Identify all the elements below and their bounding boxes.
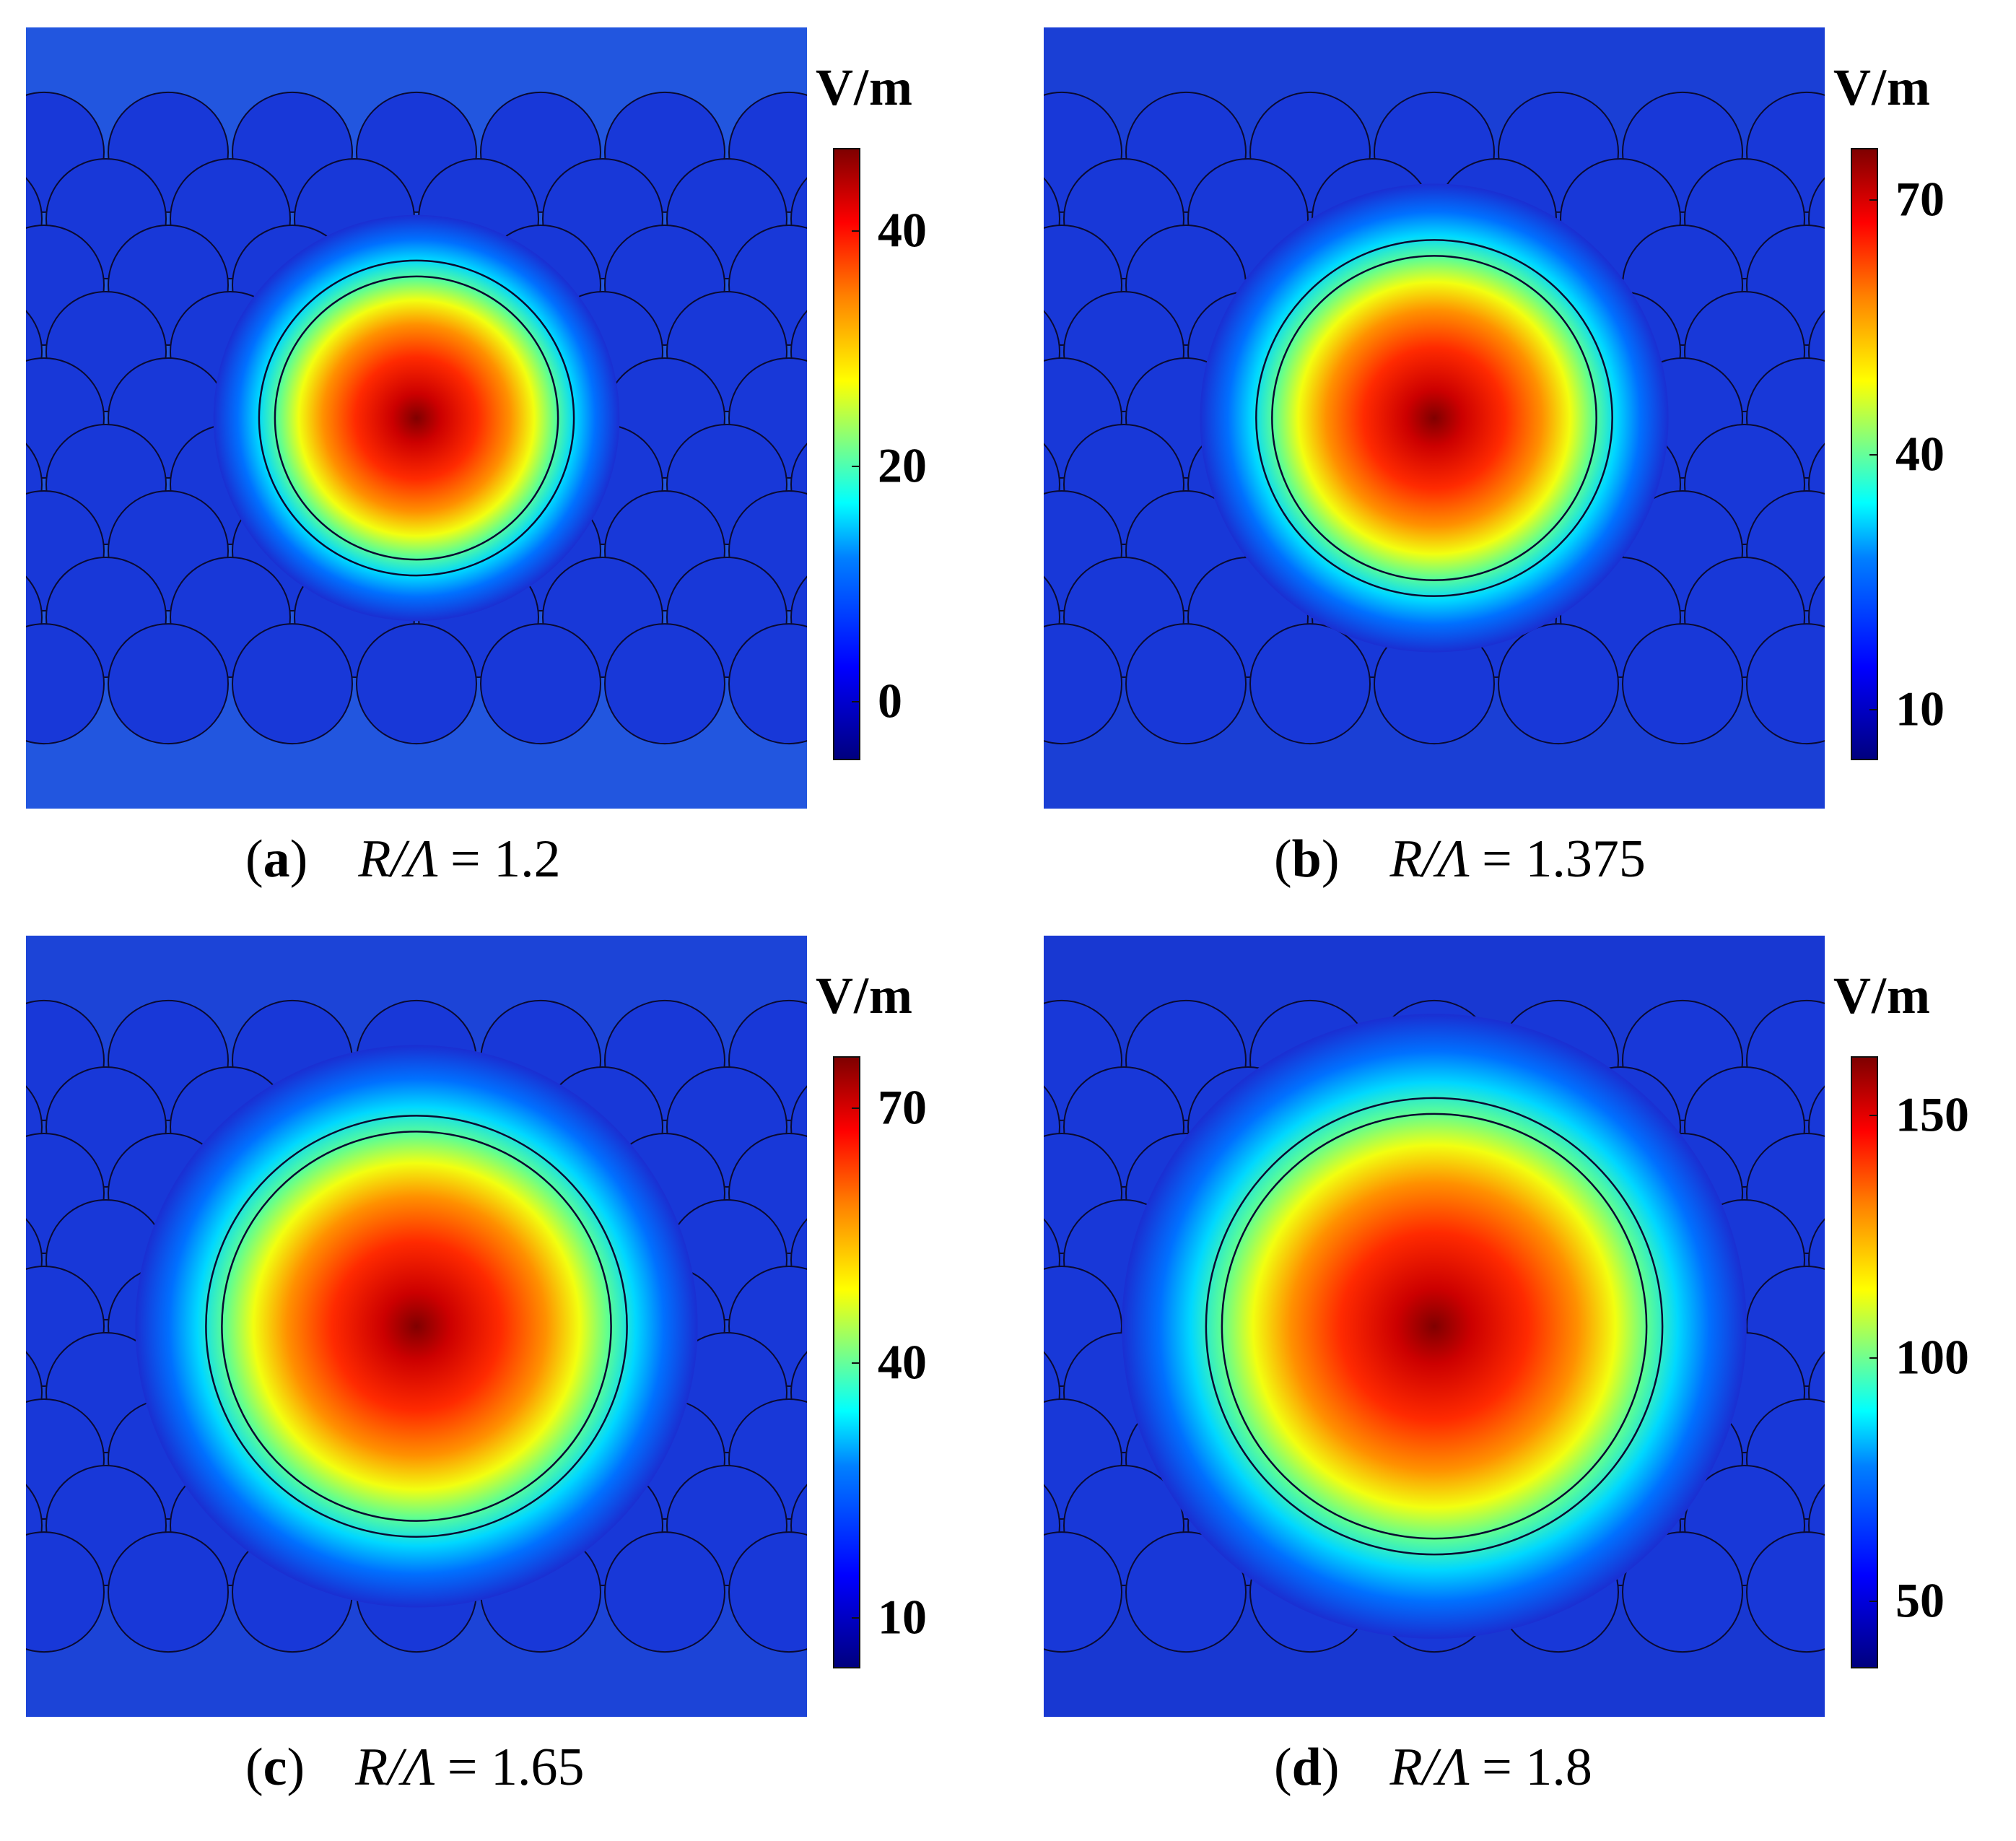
caption-label-c: c (263, 1738, 287, 1797)
colorbar-tick-b-2: 10 (1895, 681, 1945, 736)
field-svg-b (1044, 27, 1825, 809)
caption-b: (b) R/Λ = 1.375 (1274, 830, 1646, 889)
field-map-c (26, 936, 807, 1717)
caption-var-d: R/Λ (1389, 1738, 1469, 1797)
field-svg-d (1044, 936, 1825, 1717)
colorbar-unit-d: V/m (1833, 967, 1931, 1024)
colorbar-tick-a-0: 40 (878, 202, 927, 258)
colorbar-tickmark-a-1 (852, 466, 860, 468)
colorbar-tickmark-b-0 (1869, 199, 1878, 201)
colorbar-tick-d-0: 150 (1895, 1087, 1969, 1142)
caption-d: (d) R/Λ = 1.8 (1274, 1738, 1592, 1797)
field-svg-a (26, 27, 807, 809)
caption-a: (a) R/Λ = 1.2 (245, 830, 561, 889)
caption-value-c: 1.65 (491, 1738, 585, 1797)
colorbar-tick-c-0: 70 (878, 1079, 927, 1135)
colorbar-tick-b-1: 40 (1895, 426, 1945, 482)
colorbar-tick-d-1: 100 (1895, 1329, 1969, 1385)
field-svg-c (26, 936, 807, 1717)
caption-label-b: b (1291, 830, 1322, 889)
panel-d: V/m 150 100 50 (d) R/Λ = 1.8 (1018, 908, 2016, 1825)
panel-c: V/m 70 40 10 (c) R/Λ = 1.65 (0, 908, 1011, 1825)
colorbar-tick-c-2: 10 (878, 1589, 927, 1645)
colorbar-tick-c-1: 40 (878, 1334, 927, 1390)
colorbar-tickmark-a-2 (852, 701, 860, 703)
colorbar-tickmark-a-0 (852, 230, 860, 232)
field-map-d (1044, 936, 1825, 1717)
colorbar-tickmark-d-0 (1869, 1114, 1878, 1116)
colorbar-tickmark-c-1 (852, 1362, 860, 1364)
colorbar-unit-c: V/m (816, 967, 913, 1024)
colorbar-tickmark-c-2 (852, 1617, 860, 1619)
colorbar-tick-b-0: 70 (1895, 171, 1945, 227)
colorbar-tickmark-d-2 (1869, 1600, 1878, 1602)
caption-label-d: d (1291, 1738, 1322, 1797)
field-map-b (1044, 27, 1825, 809)
field-map-a (26, 27, 807, 809)
colorbar-tickmark-b-2 (1869, 709, 1878, 711)
colorbar-unit-b: V/m (1833, 58, 1931, 116)
caption-var-c: R/Λ (355, 1738, 435, 1797)
colorbar-tick-a-2: 0 (878, 673, 902, 728)
colorbar-d (1851, 1056, 1878, 1668)
colorbar-tickmark-c-0 (852, 1107, 860, 1109)
panel-b: V/m 70 40 10 (b) R/Λ = 1.375 (1018, 0, 2016, 917)
caption-var-b: R/Λ (1389, 830, 1469, 889)
caption-value-d: 1.8 (1525, 1738, 1592, 1797)
panel-a: V/m 40 20 0 (a) R/Λ = 1.2 (0, 0, 1011, 917)
colorbar-tickmark-b-1 (1869, 454, 1878, 456)
caption-c: (c) R/Λ = 1.65 (245, 1738, 585, 1797)
caption-label-a: a (263, 830, 290, 889)
colorbar-tick-a-1: 20 (878, 438, 927, 493)
caption-value-a: 1.2 (494, 830, 561, 889)
colorbar-tick-d-2: 50 (1895, 1572, 1945, 1628)
caption-value-b: 1.375 (1525, 830, 1646, 889)
colorbar-a (833, 148, 860, 760)
colorbar-tickmark-d-1 (1869, 1357, 1878, 1359)
colorbar-unit-a: V/m (816, 58, 913, 116)
caption-var-a: R/Λ (358, 830, 437, 889)
